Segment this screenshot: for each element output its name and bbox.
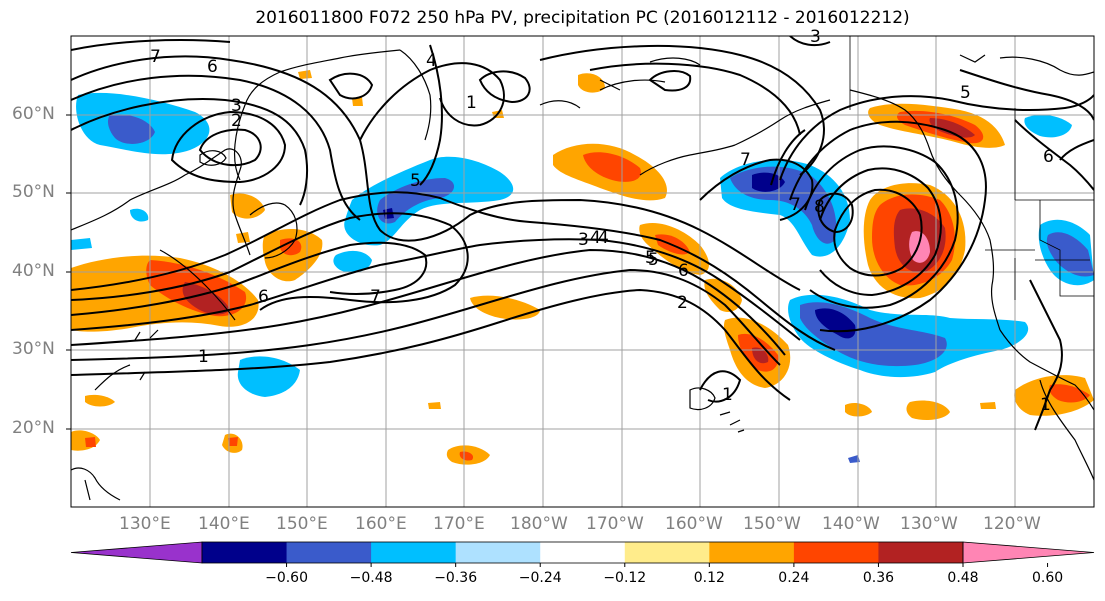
contour-label: 3 [231,96,242,116]
lat-label-50n: 50°N [12,182,55,202]
pv-contours [71,36,1094,431]
lon-label: 140°W [822,514,880,534]
contour-label: 5 [648,250,659,270]
contour-label: 6 [258,287,269,307]
colorbar-outline [201,541,964,564]
colorbar-tick-label: 0.48 [947,570,979,586]
lat-label-20n: 20°N [12,418,55,438]
colorbar-tick-label: 0.36 [862,570,895,586]
lon-label: 120°W [983,514,1041,534]
contour-label: 4 [426,51,437,71]
contour-label: 6 [207,57,218,77]
contour-label: 1 [1040,395,1051,415]
graticule [71,36,1094,507]
lon-label: 150°E [276,514,328,534]
lon-label: 160°W [665,514,723,534]
colorbar-tick-label: 0.60 [1031,570,1064,586]
contour-label: 7 [150,47,161,67]
colorbar-tick-label: 0.12 [693,570,725,586]
contour-label: 7 [790,195,801,215]
colorbar-tick-label: −0.24 [518,570,562,586]
negative-anomaly-regions [71,92,1094,463]
lon-label: 130°E [119,514,171,534]
colorbar [70,541,1095,567]
colorbar-tick-label: −0.48 [349,570,393,586]
lat-label-40n: 40°N [12,261,55,281]
contour-label: 1 [198,347,209,367]
map-title: 2016011800 F072 250 hPa PV, precipitatio… [255,8,910,28]
borders [849,36,1094,300]
contour-label: 3 [578,230,589,250]
lon-label: 170°E [433,514,485,534]
axis-ticks [66,114,71,430]
lon-label: 170°W [586,514,644,534]
contour-label: 7 [370,287,381,307]
colorbar-segment [624,542,710,563]
colorbar-tick-label: 0.24 [778,570,810,586]
colorbar-segment [286,542,372,563]
lon-label: 180°W [510,514,568,534]
contour-label: 7 [740,150,751,170]
colorbar-extend-min [70,541,203,564]
contour-label: 5 [960,83,971,103]
contour-label: 2 [231,111,242,131]
lat-label-60n: 60°N [12,104,55,124]
contour-label: 5 [410,171,421,191]
contour-label: 4 [598,228,609,248]
colorbar-tick-label: −0.12 [603,570,647,586]
colorbar-tick-label: −0.60 [265,570,308,586]
colorbar-segment [202,542,288,563]
contour-label: 4 [590,228,601,248]
contour-label: 5 [645,248,656,268]
colorbar-segment [709,542,795,563]
contour-label: 3 [810,27,821,47]
lon-label: 130°W [900,514,958,534]
contour-label: 8 [814,197,825,217]
colorbar-segment [455,542,541,563]
contour-label: 2 [677,293,688,313]
contour-label: 6 [1043,147,1054,167]
lon-label: 160°E [355,514,407,534]
colorbar-segment [540,542,626,563]
lon-label: 140°E [198,514,250,534]
contour-label: 6 [678,261,689,281]
colorbar-segment [878,542,964,563]
colorbar-extend-max [962,541,1095,564]
lon-label: 150°W [743,514,801,534]
contour-labels: 7 6 3 2 1 4 5 4 7 5 3 4 5 6 2 7 8 6 1 1 … [150,27,1054,415]
contour-label: 1 [722,385,733,405]
contour-label: 1 [466,93,477,113]
colorbar-tick-label: −0.36 [434,570,478,586]
colorbar-segment [793,542,879,563]
lat-label-30n: 30°N [12,339,55,359]
colorbar-segment [371,542,457,563]
